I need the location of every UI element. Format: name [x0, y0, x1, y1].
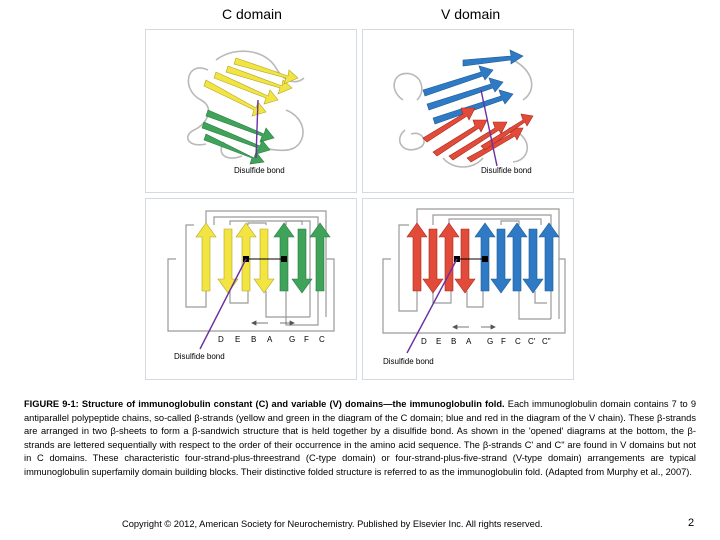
- v-domain-ribbon-diagram: [393, 49, 534, 168]
- v-strand-letter: A: [466, 337, 472, 346]
- caption-body: Each immunoglobulin domain contains 7 to…: [24, 399, 696, 477]
- c-strand-letter: G: [289, 335, 296, 344]
- c-opened-disulfide-label: Disulfide bond: [174, 352, 225, 361]
- c-strand-letter: F: [304, 335, 309, 344]
- v-domain-opened-panel: D E B A G F C C' C" Disulfide bond: [362, 198, 574, 380]
- v-strand-letter: G: [487, 337, 494, 346]
- v-strand-letter: D: [421, 337, 427, 346]
- v-ribbon-disulfide-label: Disulfide bond: [481, 166, 532, 175]
- v-domain-ribbon-panel: Disulfide bond: [362, 29, 574, 193]
- figure-caption: FIGURE 9-1: Structure of immunoglobulin …: [24, 398, 696, 480]
- v-strand-letter: C': [528, 337, 536, 346]
- c-strand-letters: D E B A G F C: [146, 335, 356, 347]
- page-number: 2: [688, 517, 695, 529]
- copyright-footer: Copyright © 2012, American Society for N…: [122, 519, 543, 529]
- v-opened-disulfide-label: Disulfide bond: [383, 357, 434, 366]
- c-strand-letter: D: [218, 335, 224, 344]
- c-strand-letter: E: [235, 335, 241, 344]
- v-strand-letter: C: [515, 337, 521, 346]
- v-strand-letters: D E B A G F C C' C": [363, 337, 573, 349]
- v-strand-letter: F: [501, 337, 506, 346]
- v-domain-strand-diagram: [382, 208, 566, 354]
- c-strand-letter: B: [251, 335, 257, 344]
- v-strand-letter: C": [542, 337, 551, 346]
- v-strand-letter: E: [436, 337, 442, 346]
- c-domain-title: C domain: [222, 6, 282, 22]
- v-strand-letter: B: [451, 337, 457, 346]
- c-domain-ribbon-diagram: [186, 50, 305, 165]
- c-domain-strand-diagram: [167, 210, 335, 350]
- c-strand-letter: C: [319, 335, 325, 344]
- c-domain-opened-panel: D E B A G F C Disulfide bond: [145, 198, 357, 380]
- c-strand-letter: A: [267, 335, 273, 344]
- v-domain-title: V domain: [441, 6, 501, 22]
- c-domain-ribbon-panel: Disulfide bond: [145, 29, 357, 193]
- caption-heading: FIGURE 9-1: Structure of immunoglobulin …: [24, 399, 505, 409]
- c-ribbon-disulfide-label: Disulfide bond: [234, 166, 285, 175]
